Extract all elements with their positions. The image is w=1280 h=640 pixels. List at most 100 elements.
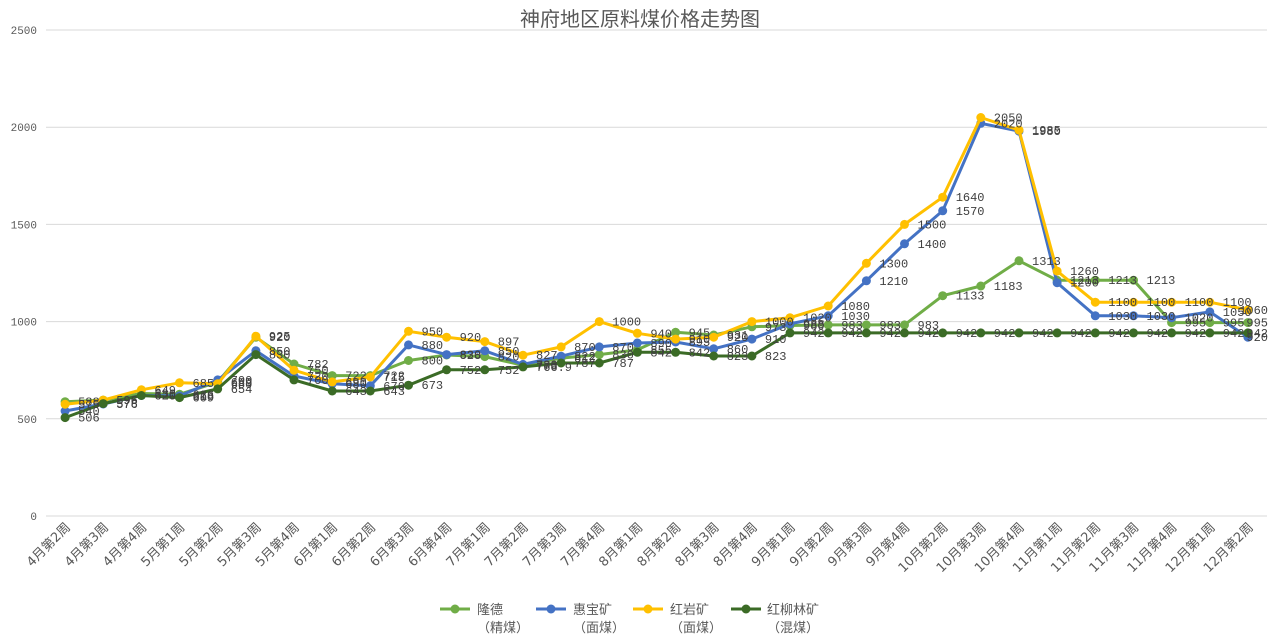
series-2-point [1052, 278, 1062, 288]
series-2-point [1205, 307, 1215, 317]
series-3-point [900, 219, 909, 229]
series-4-data-label: 787 [574, 357, 596, 371]
series-4-data-label: 942 [994, 327, 1016, 341]
series-2-point [404, 340, 413, 350]
series-3-point [1243, 305, 1253, 315]
series-4-point [327, 386, 337, 396]
series-2-point [785, 319, 795, 329]
series-1-data-label: 596 [116, 394, 138, 408]
series-4-data-label: 643 [345, 385, 367, 399]
series-1-point [976, 281, 986, 291]
series-2-point [556, 351, 566, 361]
series-1-data-label: 920 [269, 331, 291, 345]
legend-item-hongliulin: 红柳林矿 （混煤） [731, 602, 819, 636]
series-2-data-label: 1200 [1070, 277, 1099, 291]
series-4-data-label: 942 [1185, 327, 1207, 341]
series-2-data-label: 670 [383, 380, 405, 394]
series-3-data-label: 827 [536, 349, 558, 363]
series-4-data-label: 942 [1223, 327, 1245, 341]
series-3-data-label: 575 [78, 398, 100, 412]
series-2-data-label: 780 [536, 358, 558, 372]
series-4-data-label: 942 [1070, 327, 1092, 341]
series-1-data-label: 782 [307, 358, 329, 372]
series-4-data-label: 752 [498, 364, 520, 378]
series-3-data-label: 1100 [1185, 296, 1214, 310]
series-1-data-label: 855 [650, 344, 672, 358]
series-3-data-label: 1000 [765, 316, 794, 330]
series-2-data-label: 1050 [1223, 306, 1252, 320]
series-4-point [251, 350, 261, 360]
series-2-data-label: 870 [612, 341, 634, 355]
series-4-data-label: 942 [803, 327, 825, 341]
series-4-point [671, 347, 681, 357]
series-3-data-label: 920 [727, 331, 749, 345]
series-2-point [594, 342, 604, 352]
series-4-point [785, 328, 795, 338]
series-2-data-label: 1210 [879, 275, 908, 289]
series-1-data-label: 800 [422, 355, 444, 369]
series-4-point [976, 328, 986, 338]
series-2-point [1090, 311, 1100, 321]
legend-item-huibao: 惠宝矿 （面煤） [536, 603, 625, 636]
series-1-data-label: 626 [193, 388, 215, 402]
series-2-data-label: 1030 [841, 310, 870, 324]
series-4-point [861, 328, 871, 338]
y-tick-label: 1500 [11, 220, 37, 232]
series-3-point [785, 313, 795, 323]
series-3-data-label: 690 [345, 376, 367, 390]
series-2-data-label: 880 [422, 339, 444, 353]
series-2-data-label: 822 [574, 350, 596, 364]
series-4-data-label: 620 [154, 390, 176, 404]
series-layer [60, 113, 1253, 423]
series-4-data-label: 578 [116, 398, 138, 412]
series-4-point [136, 391, 146, 400]
series-3-data-label: 1500 [918, 218, 947, 232]
series-2-data-label: 700 [231, 374, 253, 388]
series-4-data-label: 823 [727, 350, 749, 364]
series-4-point [365, 386, 375, 396]
series-3-point [404, 326, 413, 336]
series-3-point [556, 342, 566, 352]
series-2-data-label: 1570 [956, 205, 985, 219]
series-4-data-label: 700 [307, 374, 329, 388]
series-4-point [175, 393, 184, 403]
series-2-data-label: 1980 [1032, 125, 1061, 139]
series-4-point [98, 399, 108, 409]
series-1-data-label: 588 [78, 396, 100, 410]
series-1-data-label: 980 [803, 320, 825, 334]
series-1-point [404, 356, 413, 365]
series-3-line [63, 116, 1250, 406]
series-1-data-label: 1133 [956, 290, 985, 304]
series-1-point [900, 320, 909, 330]
series-4-point [60, 413, 70, 423]
series-2-point [1167, 313, 1177, 323]
series-1-data-label: 775 [536, 359, 558, 373]
legend: 隆德 （精煤） 惠宝矿 （面煤） 红岩矿 （面煤） 红柳林矿 （混煤） [440, 602, 819, 636]
series-1-data-label: 1213 [1147, 274, 1176, 288]
series-4-data-label: 609 [193, 392, 215, 406]
series-1-point [1243, 318, 1253, 328]
legend-series-grade: （精煤） [477, 621, 529, 636]
series-3-data-label: 1985 [1032, 124, 1061, 138]
series-2-data-label: 920 [1246, 331, 1268, 345]
series-1-data-label: 1183 [994, 280, 1023, 294]
series-4-data-label: 823 [765, 350, 787, 364]
series-4-data-label: 787 [612, 357, 634, 371]
y-tick-label: 500 [17, 415, 37, 427]
y-tick-label: 2500 [11, 26, 37, 38]
series-2-data-label: 540 [78, 405, 100, 419]
gridlines [46, 29, 1267, 517]
series-3-point [60, 399, 70, 409]
series-1-data-label: 830 [612, 349, 634, 363]
series-4-point [404, 380, 413, 390]
series-1-data-label: 1313 [1032, 255, 1061, 269]
series-2-data-label: 720 [307, 370, 329, 384]
series-3-point [175, 378, 184, 388]
series-3-data-label: 1000 [612, 316, 641, 330]
series-4-point [1167, 328, 1177, 338]
legend-point-marker [546, 604, 556, 614]
series-4-point [480, 365, 490, 375]
series-3-data-label: 1020 [803, 312, 832, 326]
series-4-point [1205, 328, 1215, 338]
